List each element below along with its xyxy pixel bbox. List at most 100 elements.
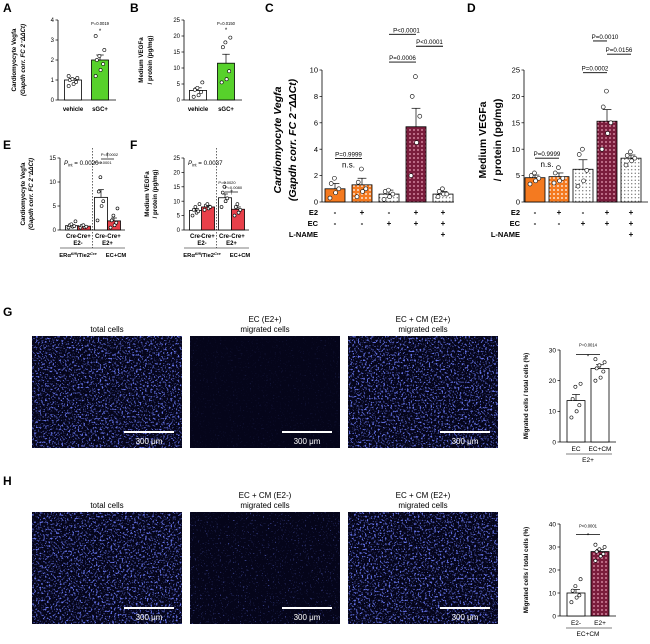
ec-cm-label-f: EC+CM — [230, 253, 251, 259]
data-point-c — [355, 179, 361, 185]
data-point-g — [601, 369, 606, 374]
data-point-g — [570, 397, 575, 401]
y-tick-label-d: 5 — [516, 171, 520, 180]
p-value-a: P=0.0019 — [91, 21, 110, 26]
p-value-f-0: P=0.0020 — [218, 180, 236, 185]
data-point-f — [225, 196, 230, 201]
y-tick-label-g: 10 — [549, 409, 557, 416]
row-label-e2-d: E2 — [511, 208, 520, 217]
data-point-c — [436, 189, 442, 194]
data-point-c — [328, 181, 334, 186]
data-point-f — [220, 190, 225, 195]
ec-sign-c: + — [387, 219, 392, 228]
genotype-label-e: ERαfl/fl/Tie2Cre — [59, 251, 97, 259]
cell-texture-h-0 — [32, 512, 182, 624]
y-tick-label-b: 25 — [173, 18, 180, 24]
y-tick-label-c: 8 — [314, 92, 318, 101]
data-point-h — [573, 584, 578, 589]
y-tick-label-a: 0 — [51, 98, 55, 104]
y-tick-label-f: 5 — [177, 214, 181, 220]
row-label-e2-c: E2 — [309, 208, 318, 217]
y-tick-label-e: 5 — [53, 204, 57, 210]
data-point-e — [69, 222, 74, 227]
data-point-e — [81, 223, 86, 227]
data-point-c — [327, 195, 333, 201]
y-tick-label-b: 20 — [173, 34, 180, 40]
p-interaction-e: Pint = 0.0020 — [64, 160, 99, 168]
data-point-f — [238, 208, 243, 212]
data-point-g — [573, 384, 578, 389]
x-label-f-3: Cre+ — [231, 234, 245, 240]
e2-sign-d: - — [582, 208, 585, 217]
data-point-a — [71, 82, 76, 86]
data-point-e — [95, 218, 100, 223]
data-point-c — [440, 186, 445, 192]
data-point-g — [602, 360, 607, 365]
data-point-a — [101, 62, 106, 66]
ec-sign-d: + — [605, 219, 610, 228]
data-point-f — [208, 205, 213, 209]
ns-label-c: n.s. — [342, 160, 355, 169]
group-label-e-0: E2- — [73, 241, 82, 247]
data-point-a — [102, 48, 107, 52]
y-label-d-line2: / protein (pg/mg) — [492, 99, 504, 182]
data-point-c — [332, 175, 337, 181]
data-point-c — [435, 194, 441, 200]
p-value-b: P=0.0150 — [217, 21, 236, 26]
data-point-c — [354, 194, 360, 200]
data-point-c — [386, 187, 391, 193]
x-label-h-1: E2+ — [594, 620, 606, 627]
x-label-f-1: Cre+ — [201, 234, 215, 240]
data-point-d — [632, 155, 638, 161]
y-tick-label-d: 20 — [512, 92, 520, 101]
p-value-c-0: P=0.9999 — [335, 151, 362, 158]
data-point-d — [608, 120, 614, 126]
data-point-c — [390, 191, 396, 197]
data-point-g — [593, 378, 598, 383]
data-point-d — [551, 180, 557, 186]
ec-sign-d: + — [581, 219, 586, 228]
data-point-a — [94, 58, 99, 62]
x-label-a-vehicle: vehicle — [63, 107, 84, 113]
data-point-d — [528, 173, 534, 178]
y-label-e-line2: (Gapdh corr. FC 2⁻ΔΔCt) — [28, 158, 35, 230]
bar-e-2 — [94, 196, 108, 231]
data-point-c — [381, 197, 387, 202]
data-point-c — [360, 189, 365, 194]
data-point-d — [560, 175, 566, 181]
image-title-g-2-1: migrated cells — [398, 325, 447, 334]
y-tick-label-f: 25 — [173, 156, 180, 162]
lname-sign-c: + — [441, 230, 446, 239]
y-tick-label-c: 4 — [314, 145, 318, 154]
data-point-d — [536, 175, 542, 181]
ec-sign-c: + — [414, 219, 419, 228]
y-label-f-line1: Medium VEGFa — [144, 171, 151, 217]
ec-sign-c: - — [361, 219, 364, 228]
bar-g-1 — [590, 367, 610, 443]
data-point-a — [66, 84, 71, 88]
ec-sign-d: + — [629, 219, 634, 228]
p-value-c-extra: P<0.0001 — [393, 27, 420, 34]
data-point-h — [594, 549, 599, 554]
data-point-d — [624, 153, 630, 158]
data-point-d — [527, 181, 533, 187]
x-label-a-sgc: sGC+ — [92, 107, 108, 113]
data-point-g — [569, 415, 574, 420]
data-point-c — [408, 173, 414, 178]
bar-c-3 — [405, 126, 427, 203]
p-value-d-0: P=0.9999 — [534, 151, 561, 158]
y-tick-label-d: 25 — [512, 66, 520, 75]
y-label-e-line1: Cardiomyocyte Vegfa — [20, 162, 27, 225]
data-point-f — [222, 185, 227, 189]
y-tick-label-e: 10 — [49, 180, 56, 186]
ec-sign-c: - — [334, 219, 337, 228]
data-point-b — [200, 80, 205, 85]
p-value-c-1: P=0.0006 — [389, 55, 416, 62]
y-tick-label-e: 0 — [53, 228, 57, 234]
data-point-b — [220, 45, 225, 50]
data-point-f — [233, 205, 238, 209]
data-point-b — [192, 87, 197, 92]
chart-d: 0 5 10 15 20 25 E2 EC L-NAME - - + - - + + + + + + P=0.9999 P… — [477, 34, 648, 239]
